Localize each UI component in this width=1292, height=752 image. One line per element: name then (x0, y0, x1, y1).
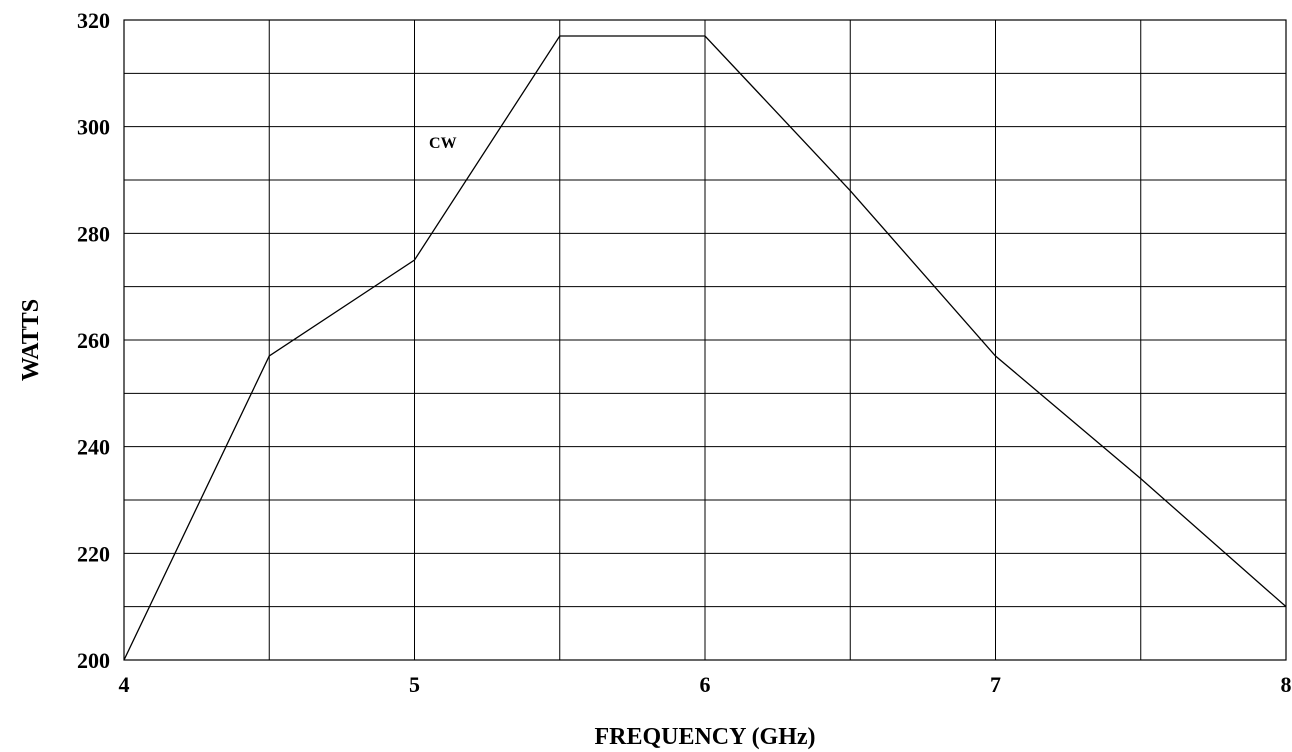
x-tick-label: 6 (700, 672, 711, 697)
y-tick-label: 240 (77, 435, 110, 460)
x-tick-label: 5 (409, 672, 420, 697)
x-tick-label: 8 (1281, 672, 1292, 697)
x-axis-label: FREQUENCY (GHz) (594, 724, 815, 750)
annotations: CW (429, 135, 457, 152)
x-tick-label: 7 (990, 672, 1001, 697)
y-tick-label: 200 (77, 648, 110, 673)
y-tick-label: 300 (77, 115, 110, 140)
y-tick-label: 280 (77, 221, 110, 246)
y-axis-label: WATTS (18, 299, 44, 381)
annotation-label: CW (429, 135, 457, 152)
y-tick-label: 260 (77, 328, 110, 353)
y-tick-labels: 200 220 240 260 280 300 320 (77, 8, 110, 673)
y-tick-label: 220 (77, 541, 110, 566)
plot-frame (123, 19, 1287, 661)
x-tick-labels: 4 5 6 7 8 (119, 672, 1292, 697)
x-tick-label: 4 (119, 672, 130, 697)
y-tick-label: 320 (77, 8, 110, 33)
grid (124, 20, 1286, 660)
series-line (123, 35, 1287, 661)
